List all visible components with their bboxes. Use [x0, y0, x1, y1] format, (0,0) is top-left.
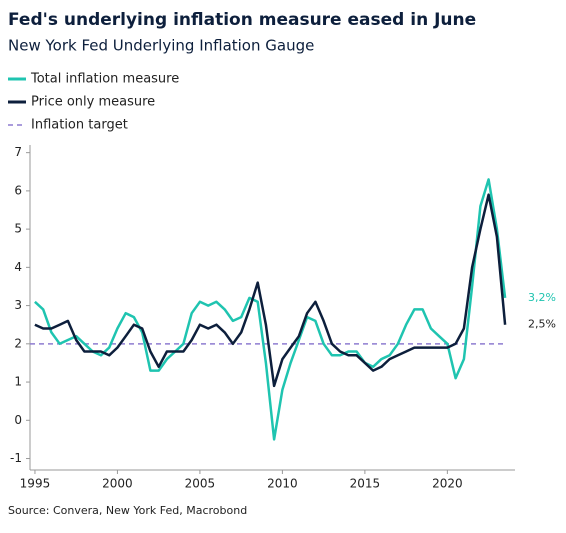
x-tick-label: 2000 — [102, 477, 133, 491]
legend-label: Total inflation measure — [30, 72, 179, 87]
y-tick-label: 7 — [14, 145, 22, 159]
series-line — [34, 193, 507, 388]
x-tick-label: 2010 — [267, 477, 298, 491]
y-tick-label: 2 — [14, 336, 22, 350]
y-tick-label: 5 — [14, 222, 22, 236]
y-tick-label: 1 — [14, 375, 22, 389]
source: Source: Convera, New York Fed, Macrobond — [8, 504, 247, 517]
x-tick-label: 2020 — [432, 477, 463, 491]
chart-subtitle: New York Fed Underlying Inflation Gauge — [8, 37, 314, 55]
chart-title: Fed's underlying inflation measure eased… — [8, 10, 476, 30]
end-label: 3,2% — [528, 291, 556, 304]
y-tick-label: 4 — [14, 260, 22, 274]
y-tick-label: 0 — [14, 413, 22, 427]
legend-label: Price only measure — [31, 95, 155, 110]
legend-label: Inflation target — [31, 118, 128, 133]
series-line — [34, 178, 507, 441]
y-tick-label: 6 — [14, 183, 22, 197]
y-tick-label: 3 — [14, 298, 22, 312]
x-tick-label: 1995 — [20, 477, 51, 491]
x-tick-label: 2005 — [185, 477, 216, 491]
x-tick-label: 2015 — [350, 477, 381, 491]
end-label: 2,5% — [528, 318, 556, 331]
y-tick-label: -1 — [10, 451, 22, 465]
